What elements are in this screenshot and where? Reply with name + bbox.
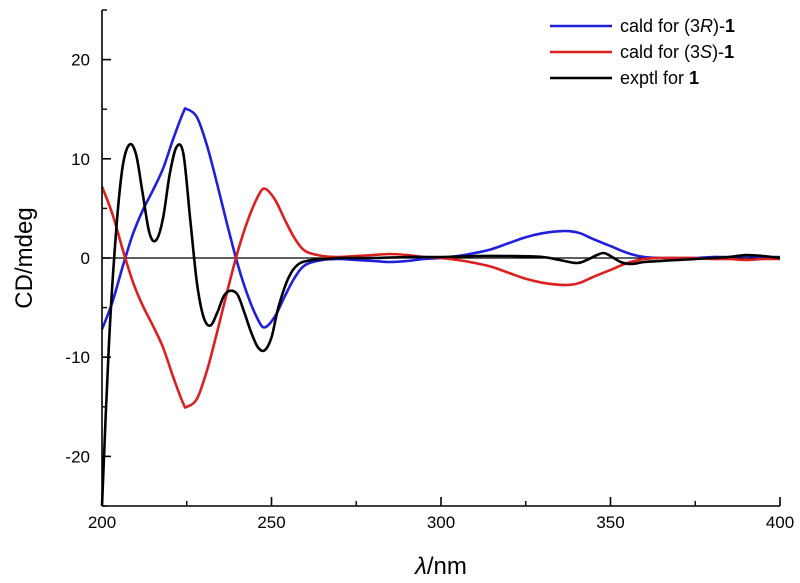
x-tick-label: 300	[427, 513, 455, 532]
series-cald-3r-line	[100, 107, 781, 330]
x-axis-symbol: λ	[413, 553, 427, 580]
series-exptl-line	[100, 142, 781, 507]
legend: cald for (3R)-1 cald for (3S)-1 exptl for …	[550, 16, 735, 88]
x-tick-label: 400	[766, 513, 794, 532]
legend-label: cald for (3S)-1	[620, 42, 734, 62]
legend-label: exptl for 1	[620, 68, 699, 88]
y-axis-title: CD/mdeg	[11, 207, 38, 308]
x-tick-label: 350	[596, 513, 624, 532]
x-axis-unit: /nm	[427, 553, 467, 580]
y-tick-label: 20	[71, 51, 90, 70]
x-tick-label: 250	[257, 513, 285, 532]
x-axis-title: λ/nm	[413, 553, 467, 580]
y-tick-label: -20	[65, 447, 90, 466]
series-cald-3s-line	[100, 186, 781, 409]
y-tick-label: -10	[65, 348, 90, 367]
x-tick-label: 200	[88, 513, 116, 532]
y-tick-label: 10	[71, 150, 90, 169]
y-tick-label: 0	[81, 249, 90, 268]
legend-label: cald for (3R)-1	[620, 16, 735, 36]
